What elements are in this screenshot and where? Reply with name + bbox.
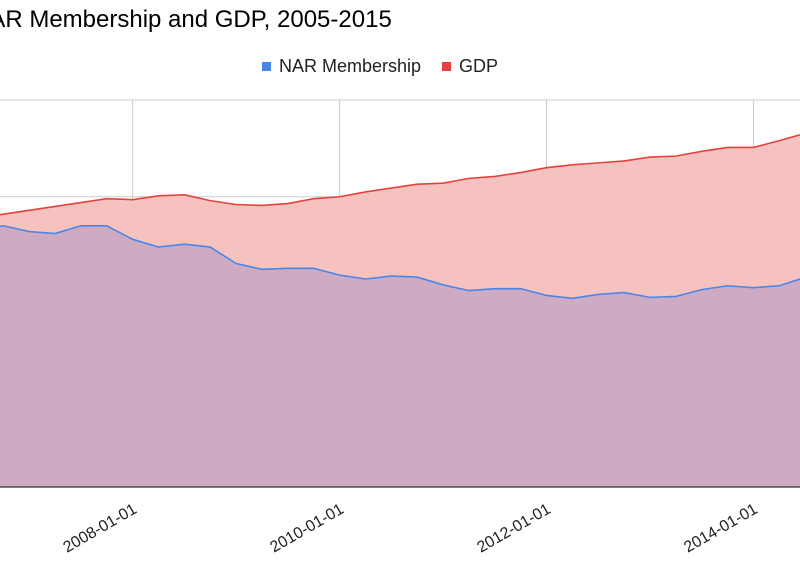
chart-title: NAR Membership and GDP, 2005-2015 — [0, 6, 392, 33]
x-tick-label: 2012-01-01 — [474, 501, 553, 557]
area-nar-membership — [0, 225, 800, 487]
series-areas — [0, 134, 800, 487]
x-tick-label: 2010-01-01 — [267, 501, 346, 557]
x-tick-label: 2008-01-01 — [60, 501, 139, 557]
legend-label: NAR Membership — [279, 56, 421, 76]
legend-label: GDP — [459, 56, 498, 76]
legend: NAR Membership GDP — [262, 56, 498, 76]
line-gdp — [0, 134, 800, 216]
legend-swatch — [442, 62, 451, 71]
x-axis: 2008-01-01 2010-01-01 2012-01-01 2014-01-01 — [0, 486, 800, 557]
x-tick-label: 2014-01-01 — [681, 501, 760, 557]
series-lines — [0, 134, 800, 300]
legend-swatch — [262, 62, 271, 71]
line-nar-membership — [0, 224, 800, 300]
